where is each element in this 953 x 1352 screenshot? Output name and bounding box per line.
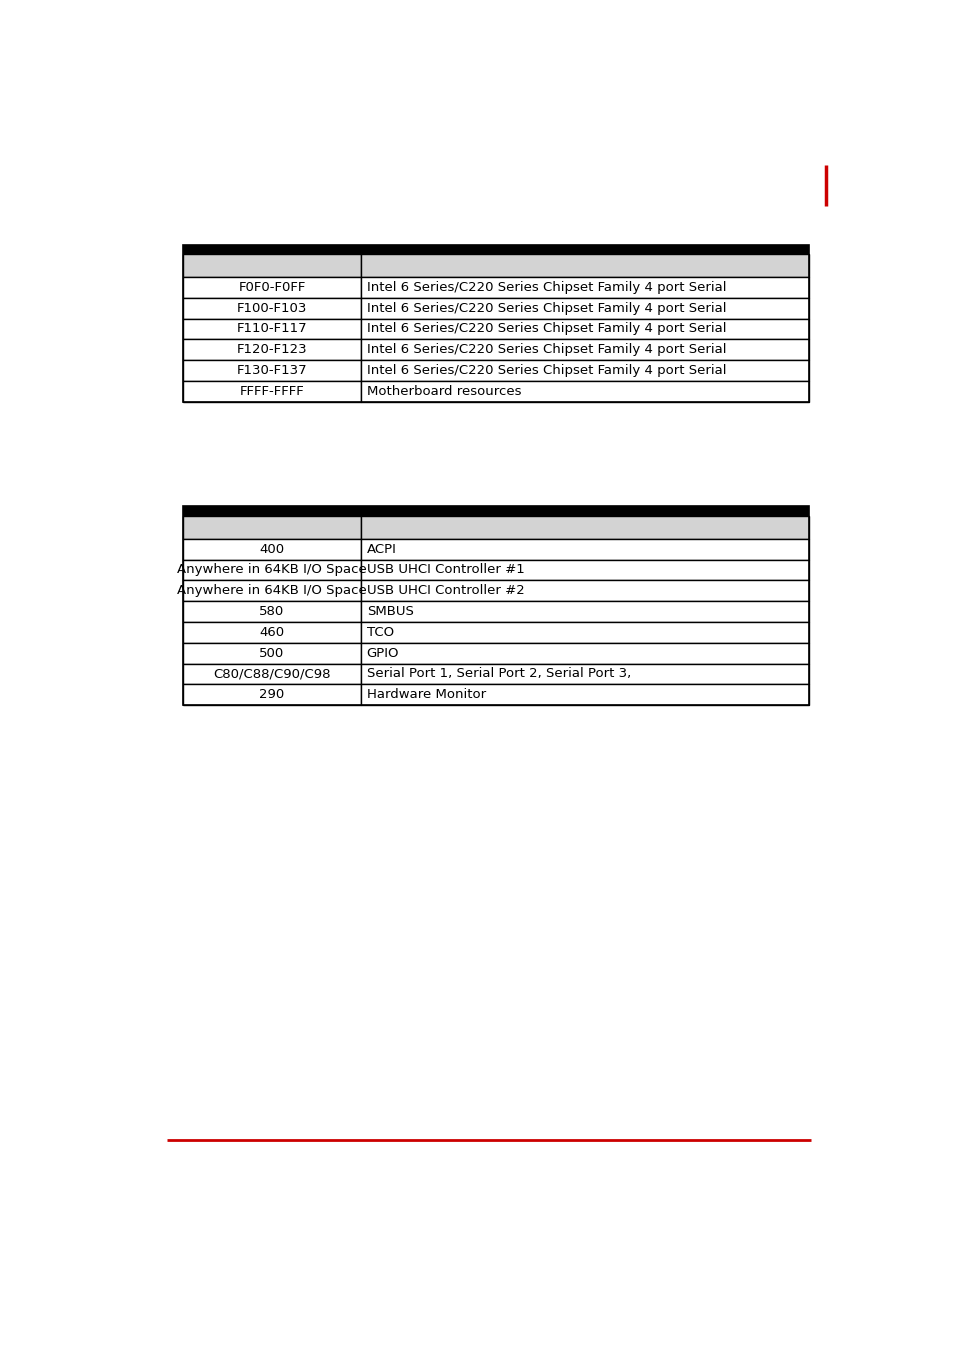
Text: Anywhere in 64KB I/O Space: Anywhere in 64KB I/O Space — [177, 584, 367, 598]
Bar — [361, 254, 808, 277]
Bar — [183, 515, 361, 538]
Bar — [183, 319, 361, 339]
Text: 460: 460 — [259, 626, 284, 639]
Bar — [361, 622, 808, 642]
Bar — [361, 560, 808, 580]
Text: Intel 6 Series/C220 Series Chipset Family 4 port Serial: Intel 6 Series/C220 Series Chipset Famil… — [366, 364, 725, 377]
Text: F110-F117: F110-F117 — [236, 322, 307, 335]
Bar — [183, 297, 361, 319]
Bar — [183, 254, 361, 277]
Bar — [183, 664, 361, 684]
Bar — [183, 684, 361, 706]
Text: Anywhere in 64KB I/O Space: Anywhere in 64KB I/O Space — [177, 564, 367, 576]
Text: 400: 400 — [259, 542, 284, 556]
Bar — [183, 245, 808, 254]
Bar — [183, 381, 361, 402]
Bar — [361, 538, 808, 560]
Text: FFFF-FFFF: FFFF-FFFF — [239, 385, 304, 397]
Bar — [361, 277, 808, 297]
Bar — [183, 245, 808, 402]
Bar — [183, 538, 361, 560]
Text: Hardware Monitor: Hardware Monitor — [366, 688, 485, 702]
Bar — [183, 622, 361, 642]
Text: C80/C88/C90/C98: C80/C88/C90/C98 — [213, 668, 331, 680]
Text: Intel 6 Series/C220 Series Chipset Family 4 port Serial: Intel 6 Series/C220 Series Chipset Famil… — [366, 343, 725, 356]
Text: USB UHCI Controller #1: USB UHCI Controller #1 — [366, 564, 524, 576]
Text: F100-F103: F100-F103 — [236, 301, 307, 315]
Text: F0F0-F0FF: F0F0-F0FF — [238, 281, 305, 293]
Bar — [183, 642, 361, 664]
Bar — [183, 580, 361, 602]
Text: Intel 6 Series/C220 Series Chipset Family 4 port Serial: Intel 6 Series/C220 Series Chipset Famil… — [366, 322, 725, 335]
Text: ACPI: ACPI — [366, 542, 396, 556]
Text: Intel 6 Series/C220 Series Chipset Family 4 port Serial: Intel 6 Series/C220 Series Chipset Famil… — [366, 281, 725, 293]
Text: Motherboard resources: Motherboard resources — [366, 385, 520, 397]
Text: 290: 290 — [259, 688, 284, 702]
Bar — [183, 507, 808, 515]
Text: F120-F123: F120-F123 — [236, 343, 307, 356]
Text: USB UHCI Controller #2: USB UHCI Controller #2 — [366, 584, 524, 598]
Text: GPIO: GPIO — [366, 646, 398, 660]
Text: 500: 500 — [259, 646, 284, 660]
Bar — [361, 297, 808, 319]
Bar — [183, 360, 361, 381]
Bar — [361, 319, 808, 339]
Bar — [183, 339, 361, 360]
Bar — [361, 642, 808, 664]
Bar — [183, 507, 808, 706]
Text: Serial Port 1, Serial Port 2, Serial Port 3,: Serial Port 1, Serial Port 2, Serial Por… — [366, 668, 630, 680]
Text: F130-F137: F130-F137 — [236, 364, 307, 377]
Bar — [361, 580, 808, 602]
Bar — [361, 360, 808, 381]
Bar — [361, 602, 808, 622]
Bar — [361, 339, 808, 360]
Bar — [361, 664, 808, 684]
Bar — [361, 684, 808, 706]
Bar — [183, 602, 361, 622]
Bar — [183, 277, 361, 297]
Text: TCO: TCO — [366, 626, 394, 639]
Bar — [361, 515, 808, 538]
Text: 580: 580 — [259, 606, 284, 618]
Bar — [183, 560, 361, 580]
Text: Intel 6 Series/C220 Series Chipset Family 4 port Serial: Intel 6 Series/C220 Series Chipset Famil… — [366, 301, 725, 315]
Text: SMBUS: SMBUS — [366, 606, 414, 618]
Bar — [361, 381, 808, 402]
